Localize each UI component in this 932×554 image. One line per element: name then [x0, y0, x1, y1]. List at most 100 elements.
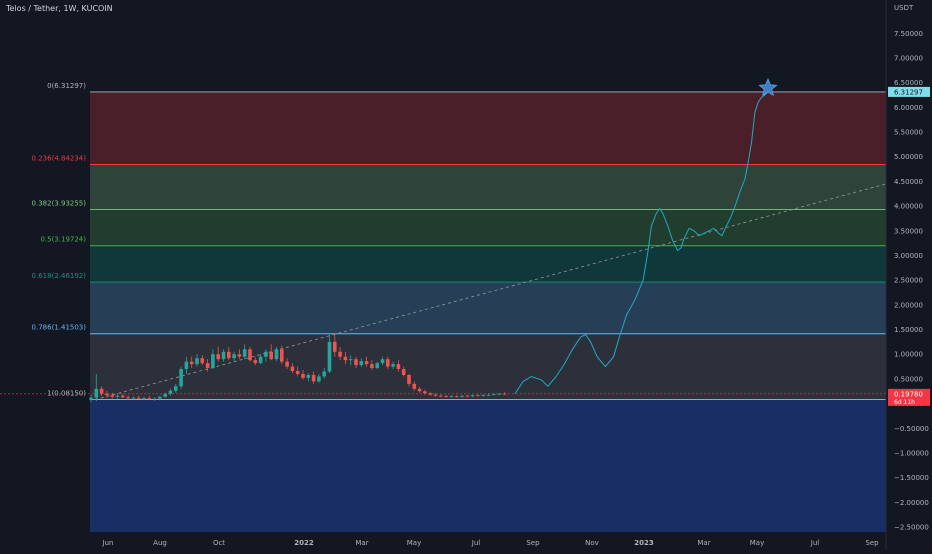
y-tick-label: −0.50000: [894, 425, 929, 433]
y-tick-label: −2.50000: [894, 524, 929, 532]
x-tick-label: Mar: [355, 539, 368, 547]
y-tick-label: 2.50000: [894, 277, 923, 285]
candle-body: [343, 356, 348, 361]
axis-unit-label: USDT: [894, 4, 914, 12]
fib-zone-3: [90, 245, 886, 283]
candle-body: [168, 390, 173, 394]
fib-level-label: 0(6.31297): [47, 82, 86, 90]
candle-body: [364, 361, 369, 365]
fib-zone-below: [90, 399, 886, 532]
fib-level-label: 0.786(1.41503): [32, 324, 87, 332]
candle-body: [89, 397, 93, 400]
candle-body: [439, 395, 443, 397]
y-tick-label: 3.50000: [894, 227, 923, 235]
fib-level-label: 0.236(4.84234): [32, 155, 87, 163]
candle-body: [470, 395, 475, 397]
candle-body: [359, 361, 364, 366]
candle-body: [306, 374, 311, 378]
candle-body: [115, 395, 120, 397]
candle-body: [253, 360, 258, 364]
symbol-title: Telos / Tether, 1W, KUCOIN: [6, 4, 113, 13]
y-tick-label: 4.00000: [894, 203, 923, 211]
target-star-icon[interactable]: [758, 77, 778, 97]
candle-body: [258, 356, 263, 364]
candle-body: [492, 394, 496, 396]
candle-body: [269, 351, 273, 360]
candle-body: [354, 359, 358, 366]
candle-body: [476, 395, 480, 397]
candle-body: [327, 341, 332, 372]
candle-body: [322, 371, 326, 377]
candle-body: [121, 395, 125, 398]
top-price-tag-box: [888, 86, 930, 97]
x-tick-label: 2022: [294, 539, 314, 547]
candle-body: [412, 383, 417, 389]
candle-body: [227, 351, 231, 359]
candle-body: [174, 386, 178, 391]
countdown-label: 6d 11h: [894, 399, 915, 406]
candle-body: [205, 363, 210, 369]
x-tick-label: Oct: [213, 539, 225, 547]
candle-body: [147, 398, 152, 400]
x-tick-label: May: [750, 539, 764, 547]
candle-body: [110, 395, 114, 397]
candle-body: [338, 351, 342, 357]
fib-line-group: [90, 91, 886, 401]
x-tick-label: Jun: [102, 539, 114, 547]
y-tick-label: 7.00000: [894, 54, 923, 62]
x-tick-label: Sep: [526, 539, 540, 547]
candle-body: [407, 374, 411, 384]
candle-body: [94, 388, 99, 398]
candle-body: [311, 374, 316, 382]
candle-body: [285, 361, 289, 367]
y-tick-label: 1.00000: [894, 351, 923, 359]
x-tick-label: Jul: [471, 539, 481, 547]
x-tick-label: Aug: [153, 539, 167, 547]
candle-body: [232, 354, 236, 359]
candle-body: [131, 397, 136, 399]
fib-label-group: 0(6.31297) 0.236(4.84234) 0.382(3.93255) 0.…: [32, 82, 87, 398]
current-price-tag-label: 0.19780: [894, 390, 923, 398]
candle-body: [391, 364, 395, 367]
candle-body: [333, 341, 337, 352]
fib-level-label: 0.618(2.46192): [32, 272, 87, 280]
candle-body: [290, 366, 295, 372]
candle-body: [248, 349, 252, 361]
candle-body: [370, 364, 374, 369]
candle-body: [189, 361, 194, 365]
candle-body: [401, 369, 406, 375]
x-tick-label: 2023: [634, 539, 654, 547]
fib-zone-1: [90, 164, 886, 210]
candle-body: [163, 393, 167, 397]
y-tick-label: 2.00000: [894, 301, 923, 309]
candle-body: [481, 395, 485, 397]
candle-body: [444, 396, 448, 398]
y-tick-label: −1.00000: [894, 449, 929, 457]
x-tick-label: Sep: [865, 539, 879, 547]
candle-body: [301, 373, 305, 378]
y-tick-label: 4.50000: [894, 178, 923, 186]
candle-body: [423, 391, 427, 394]
candle-body: [184, 361, 189, 370]
fib-zone-4: [90, 282, 886, 334]
candle-body: [264, 351, 268, 357]
candle-body: [348, 359, 353, 361]
candle-body: [126, 397, 130, 399]
fib-level-label: 0.382(3.93255): [32, 199, 87, 207]
x-tick-label: May: [407, 539, 421, 547]
candle-body: [105, 393, 109, 396]
candlestick-group: [89, 333, 507, 403]
candle-body: [380, 359, 385, 364]
x-tick-group: Jun Aug Oct 2022 Mar May Jul Sep Nov 2023 Mar May Ju…: [102, 539, 880, 547]
candle-body: [179, 369, 183, 387]
y-tick-label: 0.50000: [894, 375, 923, 383]
y-tick-label: 7.50000: [894, 30, 923, 38]
x-tick-label: Mar: [697, 539, 710, 547]
projection-path[interactable]: [514, 91, 769, 394]
dashed-trendline[interactable]: [94, 183, 887, 401]
candle-body: [152, 398, 157, 400]
y-tick-label: 6.00000: [894, 104, 923, 112]
